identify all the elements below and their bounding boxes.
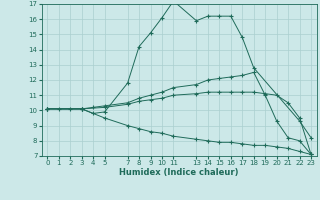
X-axis label: Humidex (Indice chaleur): Humidex (Indice chaleur): [119, 168, 239, 177]
